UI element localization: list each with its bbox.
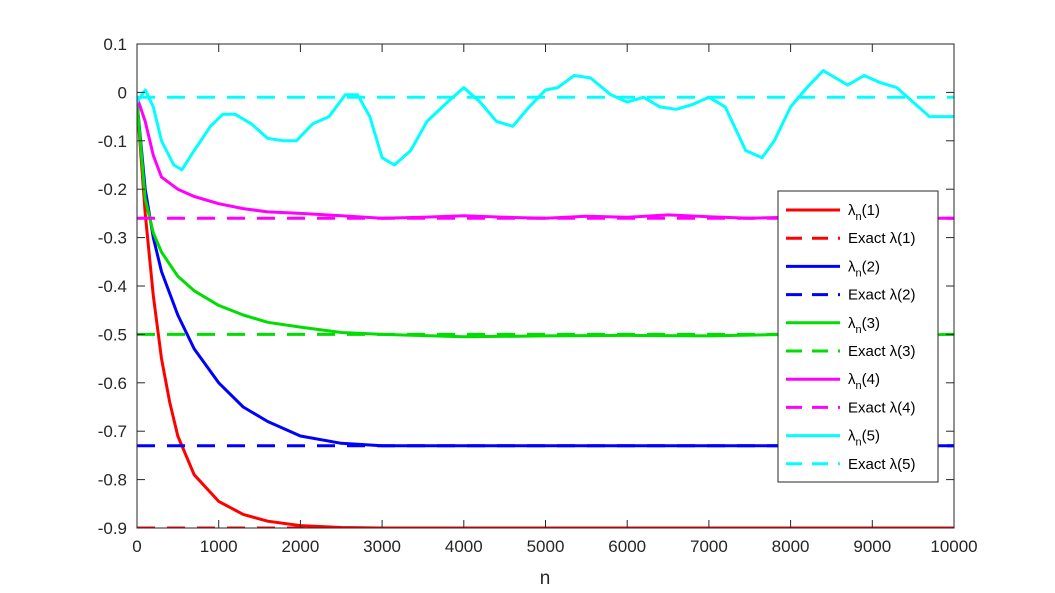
x-tick-label: 3000 [363,537,401,556]
y-tick-label: -0.7 [98,422,127,441]
legend-label: λn(2) [848,258,880,279]
legend-label: Exact λ(4) [848,399,916,416]
y-tick-label: -0.8 [98,471,127,490]
estimate-line-5 [137,69,954,172]
x-tick-label: 2000 [281,537,319,556]
legend-label: Exact λ(3) [848,343,916,360]
legend-label: Exact λ(1) [848,230,916,247]
y-tick-label: -0.2 [98,180,127,199]
y-axis: 0.1 0 -0.1 -0.2 -0.3 -0.4 -0.5 -0.6 -0.7 -0.8 -0.9 [98,35,954,538]
x-tick-label: 6000 [608,537,646,556]
y-tick-label: -0.1 [98,132,127,151]
y-tick-label: 0.1 [103,35,127,54]
series-layer [137,69,954,528]
legend-label: λn(3) [848,315,880,336]
legend-label: λn(4) [848,371,880,392]
y-tick-label: -0.4 [98,277,127,296]
x-tick-label: 7000 [690,537,728,556]
y-tick-label: -0.3 [98,229,127,248]
estimate-line-1 [137,100,954,528]
y-tick-label: 0 [118,83,127,102]
x-tick-label: 9000 [853,537,891,556]
x-tick-label: 10000 [930,537,977,556]
x-axis-label: n [540,568,551,589]
x-tick-label: 8000 [772,537,810,556]
legend: λn(1) Exact λ(1) λn(2) Exact λ(2) λn(3) Exact… [777,190,939,483]
legend-label: λn(5) [848,428,880,449]
legend-label: Exact λ(5) [848,456,916,473]
x-axis: 0 1000 2000 3000 4000 5000 6000 7000 8000 9000 100… [132,44,978,556]
y-tick-label: -0.9 [98,519,127,538]
y-tick-label: -0.5 [98,325,127,344]
legend-box [777,190,939,483]
x-tick-label: 1000 [200,537,238,556]
y-tick-label: -0.6 [98,374,127,393]
legend-label: λn(1) [848,202,880,223]
legend-label: Exact λ(2) [848,287,916,304]
x-tick-label: 5000 [527,537,565,556]
x-tick-label: 4000 [445,537,483,556]
x-tick-label: 0 [132,537,141,556]
